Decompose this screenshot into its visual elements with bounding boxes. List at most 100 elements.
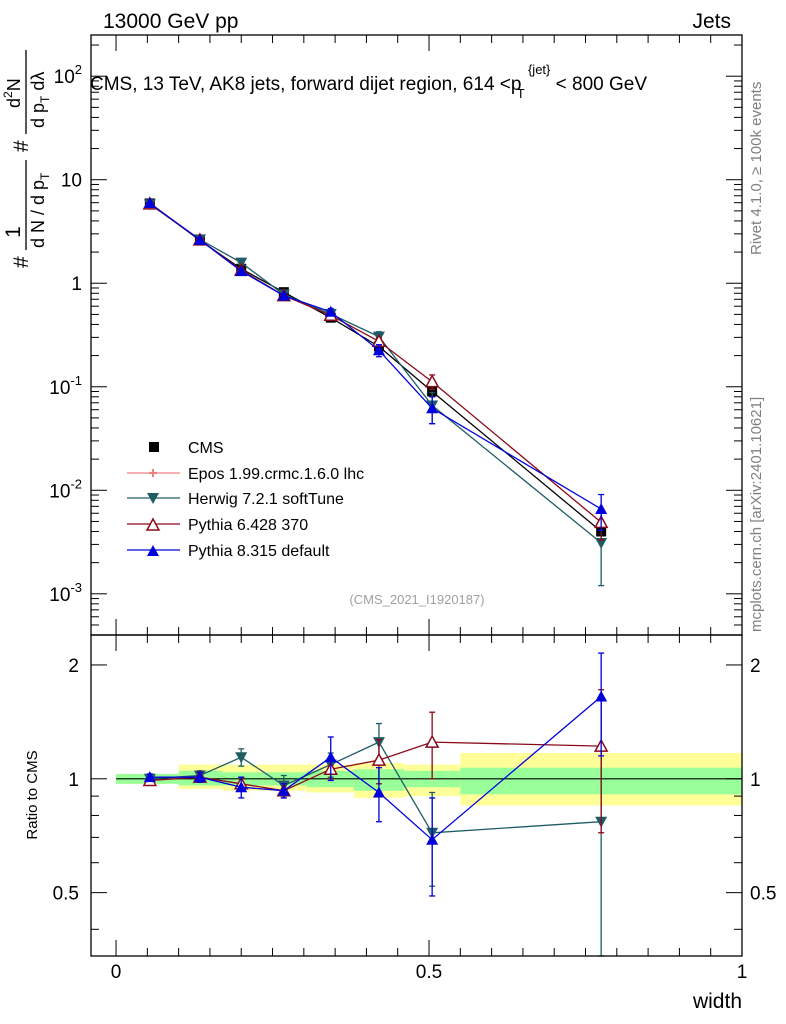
legend-label-epos: Epos 1.99.crmc.1.6.0 lhc	[188, 466, 364, 483]
main-ytick-base: 10	[54, 67, 75, 88]
main-point-pythia6-6	[424, 374, 440, 388]
main-ytick-base: 10	[49, 585, 70, 606]
main-title: CMS, 13 TeV, AK8 jets, forward dijet reg…	[90, 58, 647, 103]
main-ytick-label: 10-2	[49, 476, 82, 502]
ratio-ytick-label: 1	[68, 770, 79, 791]
main-point-pythia8-4	[324, 305, 337, 317]
legend-label-pythia8: Pythia 8.315 default	[188, 543, 330, 560]
ratio-ytick-label-right: 0.5	[750, 884, 776, 905]
header-category: Jets	[692, 10, 731, 33]
main-title-sup: {jet}	[528, 62, 551, 77]
svg-text:#: #	[10, 256, 33, 268]
legend-label-cms: CMS	[188, 440, 224, 457]
main-ytick-label: 10	[61, 171, 82, 192]
legend-marker-epos	[149, 469, 157, 477]
main-ytick-base: 10	[49, 481, 70, 502]
ylabel-hash-b: #	[10, 140, 33, 152]
main-point-pythia8-3	[277, 289, 290, 301]
legend-entry-pythia8: Pythia 8.315 default	[127, 543, 330, 560]
side-rivet-label: Rivet 4.1.0, ≥ 100k events	[748, 82, 765, 255]
main-ytick-exp: -1	[70, 373, 82, 388]
main-point-pythia8-1	[193, 233, 206, 245]
main-ytick-label: 1	[71, 274, 82, 295]
legend-marker-herwig	[147, 493, 159, 504]
ylabel-den2-sub: T	[38, 95, 52, 103]
side-mcplots-label: mcplots.cern.ch [arXiv:2401.10621]	[748, 397, 765, 632]
ratio-point-herwig-2	[235, 752, 248, 764]
legend: CMS Epos 1.99.crmc.1.6.0 lhc Herwig 7.2.…	[127, 440, 364, 560]
ylabel-hash-a: #	[10, 256, 33, 268]
main-point-pythia8-7	[595, 502, 608, 514]
main-point-pythia8-6	[426, 402, 439, 414]
ratio-plot-series	[142, 652, 609, 957]
ratio-ytick-label: 2	[68, 656, 79, 677]
main-ytick-label: 10-1	[49, 373, 82, 399]
header-energy: 13000 GeV pp	[103, 10, 238, 33]
svg-text:d2N: d2N	[1, 78, 24, 108]
analysis-id: (CMS_2021_I1920187)	[349, 592, 484, 607]
main-point-cms-6	[427, 386, 438, 397]
ratio-line-herwig	[149, 741, 602, 834]
ratio-ytick-label-right: 1	[750, 770, 761, 791]
main-series-pythia8	[143, 197, 608, 532]
main-point-pythia8-5	[372, 344, 385, 356]
main-point-pythia8-0	[143, 197, 156, 209]
legend-marker-cms	[149, 442, 159, 452]
ratio-xtick-label: 1	[737, 962, 748, 983]
legend-entry-epos: Epos 1.99.crmc.1.6.0 lhc	[127, 466, 364, 483]
ratio-point-pythia6-6	[424, 734, 440, 748]
main-ytick-label: 102	[54, 62, 82, 88]
ratio-plot-axes: 0.5 0.5 1 1 2 2 0 0.5 1	[53, 634, 776, 983]
ratio-point-pythia8-1	[193, 771, 206, 783]
ratio-line-pythia8	[149, 696, 602, 841]
ratio-ytick-label: 0.5	[53, 884, 79, 905]
main-series-pythia6	[142, 196, 609, 541]
legend-entry-cms: CMS	[149, 440, 224, 457]
main-title-pre: CMS, 13 TeV, AK8 jets, forward dijet reg…	[90, 74, 521, 95]
svg-text:d N / d pT: d N / d pT	[28, 172, 52, 248]
main-ytick-label: 10-3	[49, 580, 82, 606]
legend-entry-herwig: Herwig 7.2.1 softTune	[127, 491, 344, 508]
main-title-post: < 800 GeV	[556, 74, 648, 95]
main-plot-series	[142, 196, 609, 587]
ratio-ytick-label-right: 2	[750, 656, 761, 677]
svg-text:#: #	[10, 140, 33, 152]
main-title-sub: T	[517, 86, 525, 101]
ratio-ylabel: Ratio to CMS	[24, 750, 41, 839]
ylabel-den-sub: T	[38, 172, 52, 180]
ylabel-num-post: N	[4, 78, 24, 91]
svg-text:1: 1	[2, 226, 25, 238]
ratio-xtick-label: 0	[111, 962, 122, 983]
legend-label-pythia6: Pythia 6.428 370	[188, 517, 308, 534]
legend-label-herwig: Herwig 7.2.1 softTune	[188, 491, 344, 508]
ratio-point-pythia6-5	[371, 752, 387, 766]
main-ytick-exp: -3	[70, 580, 82, 595]
ylabel-one: 1	[2, 226, 25, 238]
ratio-xtick-label: 0.5	[416, 962, 442, 983]
ratio-xlabel: width	[692, 990, 742, 1013]
ylabel-num-sup: 2	[1, 91, 15, 98]
main-ytick-base: 10	[49, 378, 70, 399]
ylabel-den2-post: dλ	[28, 72, 48, 96]
main-ylabel: # 1 d N / d pT # d2N d pT dλ	[1, 50, 52, 268]
ratio-point-pythia8-3	[277, 784, 290, 796]
legend-marker-pythia6	[145, 517, 161, 531]
ratio-frame	[90, 634, 743, 957]
ratio-point-pythia8-6	[426, 833, 439, 845]
ratio-point-pythia8-2	[235, 781, 248, 793]
legend-marker-pythia8	[147, 545, 159, 556]
svg-text:d pT dλ: d pT dλ	[28, 72, 52, 128]
ratio-point-pythia8-5	[372, 786, 385, 798]
ratio-point-pythia8-7	[595, 690, 608, 702]
ylabel-num: d	[4, 98, 24, 108]
main-point-pythia8-2	[235, 265, 248, 277]
main-line-pythia8	[149, 202, 602, 510]
main-ytick-exp: -2	[70, 476, 82, 491]
ratio-point-pythia8-0	[143, 771, 156, 783]
ratio-series-pythia8	[143, 652, 608, 897]
main-ytick-exp: 2	[75, 62, 82, 77]
ylabel-den2: d p	[28, 103, 48, 128]
ylabel-den: d N / d p	[28, 180, 48, 248]
